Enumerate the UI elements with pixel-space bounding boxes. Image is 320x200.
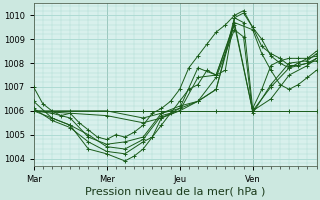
- X-axis label: Pression niveau de la mer( hPa ): Pression niveau de la mer( hPa ): [85, 187, 265, 197]
